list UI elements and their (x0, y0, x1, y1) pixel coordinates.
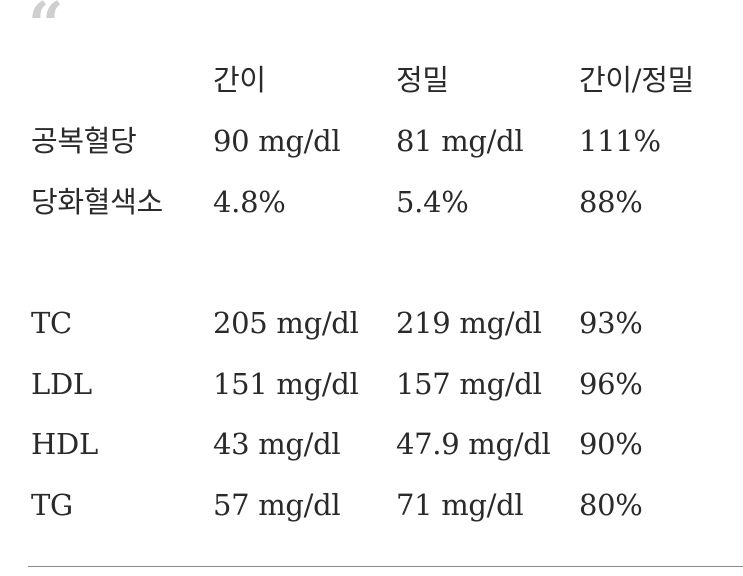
row-precise-value: 71 mg/dl (396, 488, 524, 522)
row-simple-value: 43 mg/dl (213, 427, 341, 461)
row-simple-value: 151 mg/dl (213, 367, 359, 401)
row-simple-value: 4.8% (213, 185, 286, 219)
row-precise-value: 157 mg/dl (396, 367, 542, 401)
row-precise-value: 219 mg/dl (396, 306, 542, 340)
header-ratio: 간이/정밀 (579, 63, 694, 97)
row-label: LDL (31, 367, 92, 401)
row-precise-value: 81 mg/dl (396, 124, 524, 158)
row-ratio-value: 93% (579, 306, 643, 340)
row-label: TG (31, 488, 73, 522)
row-precise-value: 5.4% (396, 185, 469, 219)
row-label: 공복혈당 (31, 124, 137, 158)
row-ratio-value: 90% (579, 427, 643, 461)
row-ratio-value: 88% (579, 185, 643, 219)
row-label: HDL (31, 427, 98, 461)
quote-mark-icon: “ (28, 0, 64, 61)
row-precise-value: 47.9 mg/dl (396, 427, 551, 461)
bottom-divider (28, 566, 743, 567)
row-ratio-value: 80% (579, 488, 643, 522)
header-simple: 간이 (213, 63, 266, 97)
header-precise: 정밀 (396, 63, 449, 97)
row-simple-value: 205 mg/dl (213, 306, 359, 340)
row-simple-value: 57 mg/dl (213, 488, 341, 522)
row-label: 당화혈색소 (31, 185, 163, 219)
row-simple-value: 90 mg/dl (213, 124, 341, 158)
row-ratio-value: 96% (579, 367, 643, 401)
row-ratio-value: 111% (579, 124, 661, 158)
row-label: TC (31, 306, 72, 340)
